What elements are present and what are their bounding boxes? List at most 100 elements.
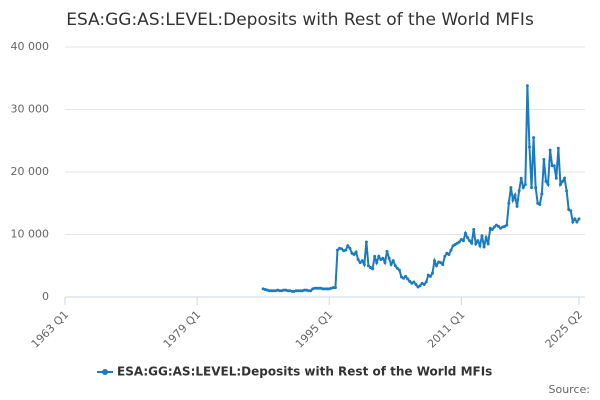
point — [548, 148, 552, 152]
point — [352, 253, 356, 256]
point — [490, 228, 494, 231]
legend-label: ESA:GG:AS:LEVEL:Deposits with Rest of th… — [117, 365, 492, 379]
point — [375, 261, 379, 265]
point — [271, 289, 275, 293]
point — [323, 287, 327, 291]
point — [554, 176, 558, 180]
point — [309, 289, 313, 293]
point — [538, 203, 542, 206]
point — [449, 248, 453, 252]
point — [333, 286, 337, 290]
point — [317, 286, 321, 290]
point — [381, 256, 385, 260]
point — [358, 261, 362, 265]
point — [463, 231, 467, 235]
point — [558, 183, 562, 186]
x-tick-label: 1979 Q1 — [161, 308, 204, 351]
point — [527, 145, 531, 149]
point — [480, 234, 484, 238]
point — [321, 287, 325, 291]
point — [331, 286, 335, 290]
y-tick-label: 30 000 — [11, 103, 50, 116]
y-tick-label: 40 000 — [11, 40, 50, 53]
point — [513, 193, 517, 197]
legend-marker — [102, 369, 108, 375]
y-tick-label: 0 — [42, 290, 49, 303]
point — [496, 224, 500, 228]
point — [540, 192, 544, 196]
point — [457, 240, 461, 244]
point — [484, 236, 488, 240]
point — [433, 259, 437, 263]
point — [294, 289, 298, 293]
point — [517, 189, 521, 193]
point — [408, 279, 412, 283]
point — [532, 136, 536, 140]
point — [389, 263, 393, 266]
chart-title: ESA:GG:AS:LEVEL:Deposits with Rest of th… — [66, 10, 534, 30]
point — [575, 220, 579, 224]
point — [447, 253, 451, 256]
point — [563, 176, 567, 180]
point — [461, 239, 465, 243]
point — [315, 286, 319, 290]
y-tick-label: 20 000 — [11, 165, 50, 178]
point — [511, 198, 515, 202]
point — [373, 254, 377, 258]
point — [364, 240, 368, 244]
point — [560, 179, 564, 183]
point — [422, 283, 426, 286]
point — [344, 248, 348, 252]
point — [267, 289, 271, 293]
point — [521, 186, 525, 190]
x-tick-label: 2011 Q1 — [425, 308, 468, 351]
point — [569, 209, 573, 213]
x-tick-label: 1995 Q1 — [293, 308, 336, 351]
point — [552, 164, 556, 168]
point — [577, 217, 581, 221]
point — [313, 286, 317, 290]
point — [544, 179, 548, 183]
point — [404, 274, 408, 278]
point — [542, 158, 546, 161]
x-tick-label: 2025 Q2 — [543, 308, 586, 351]
point — [482, 245, 486, 249]
point — [478, 244, 482, 248]
point — [530, 186, 534, 190]
point — [525, 84, 529, 88]
point — [296, 289, 300, 293]
point — [406, 277, 410, 281]
point — [523, 183, 527, 186]
point — [366, 264, 370, 268]
point — [571, 220, 575, 224]
point — [397, 268, 401, 272]
point — [282, 288, 286, 292]
point — [325, 287, 329, 291]
point — [269, 289, 273, 293]
point — [278, 289, 282, 293]
point — [466, 236, 470, 240]
point — [519, 176, 523, 180]
point — [468, 239, 472, 243]
x-tick-label: 1963 Q1 — [29, 308, 72, 351]
point — [402, 276, 406, 280]
point — [492, 225, 496, 229]
point — [348, 246, 352, 250]
point — [371, 267, 375, 271]
point — [360, 259, 364, 263]
point — [486, 242, 490, 246]
point — [439, 261, 443, 265]
point — [472, 228, 476, 231]
point — [391, 259, 395, 263]
point — [550, 164, 554, 168]
point — [509, 186, 513, 190]
y-tick-label: 10 000 — [11, 228, 50, 241]
point — [418, 284, 422, 288]
source: Source: — [549, 383, 591, 396]
point — [385, 249, 389, 253]
point — [393, 264, 397, 268]
point — [356, 258, 360, 261]
point — [428, 274, 432, 278]
point — [412, 280, 416, 284]
point — [302, 288, 306, 292]
